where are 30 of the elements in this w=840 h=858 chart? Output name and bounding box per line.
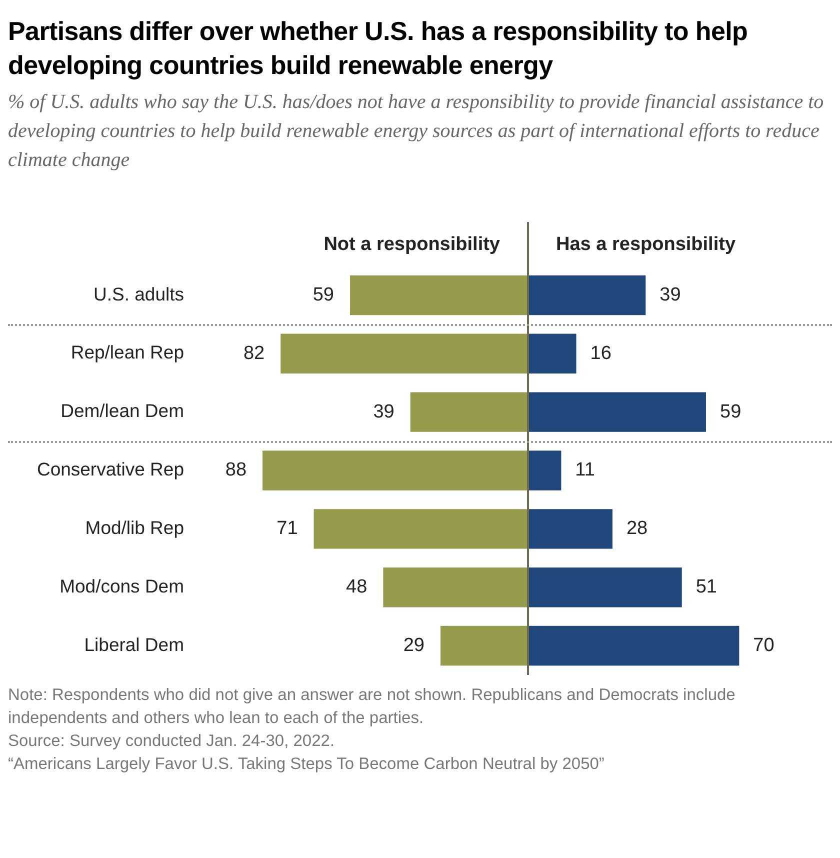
data-label: 59 [312,284,334,306]
y-tick-label: Conservative Rep [36,458,184,480]
data-label: 82 [243,342,265,364]
data-label: 71 [276,518,298,540]
data-label: 51 [696,576,717,598]
data-label: 70 [753,635,774,656]
chart-subtitle: % of U.S. adults who say the U.S. has/does not have a responsibility to provide financial assistance to developing countries to help build renewable energy sources as part of international efforts to reduce climate change [8,90,825,173]
series-label: Not a responsibility [324,234,500,255]
chart-title: Partisans differ over whether U.S. has a responsibility to help developing countries build renewable energy [8,15,749,82]
bar [528,450,562,490]
data-label: 11 [575,460,595,481]
y-tick-label: Dem/lean Dem [60,400,184,422]
data-label: 48 [346,576,368,598]
series-label: Has a responsibility [556,234,736,255]
text: Note: Respondents who did not give an answer are not shown. Republicans and Democrats include independents and others who lean to each of the parties. [8,685,736,729]
data-label: 29 [403,635,425,656]
data-label: 39 [660,284,681,306]
data-label: 16 [590,342,612,364]
y-tick-label: Liberal Dem [84,634,184,655]
bar [528,334,576,374]
text: “Americans Largely Favor U.S. Taking Steps To Become Carbon Neutral by 2050” [8,754,606,775]
data-label: 39 [373,401,394,422]
y-tick-label: Mod/lib Rep [85,517,184,538]
data-label: 88 [225,460,247,481]
data-label: 28 [626,518,648,540]
y-tick-label: Mod/cons Dem [60,575,184,596]
source-note: Source: Survey conducted Jan. 24-30, 2022. [8,731,336,752]
y-tick-label: U.S. adults [94,283,184,304]
data-label: 59 [720,401,742,422]
y-tick-label: Rep/lean Rep [70,342,184,363]
